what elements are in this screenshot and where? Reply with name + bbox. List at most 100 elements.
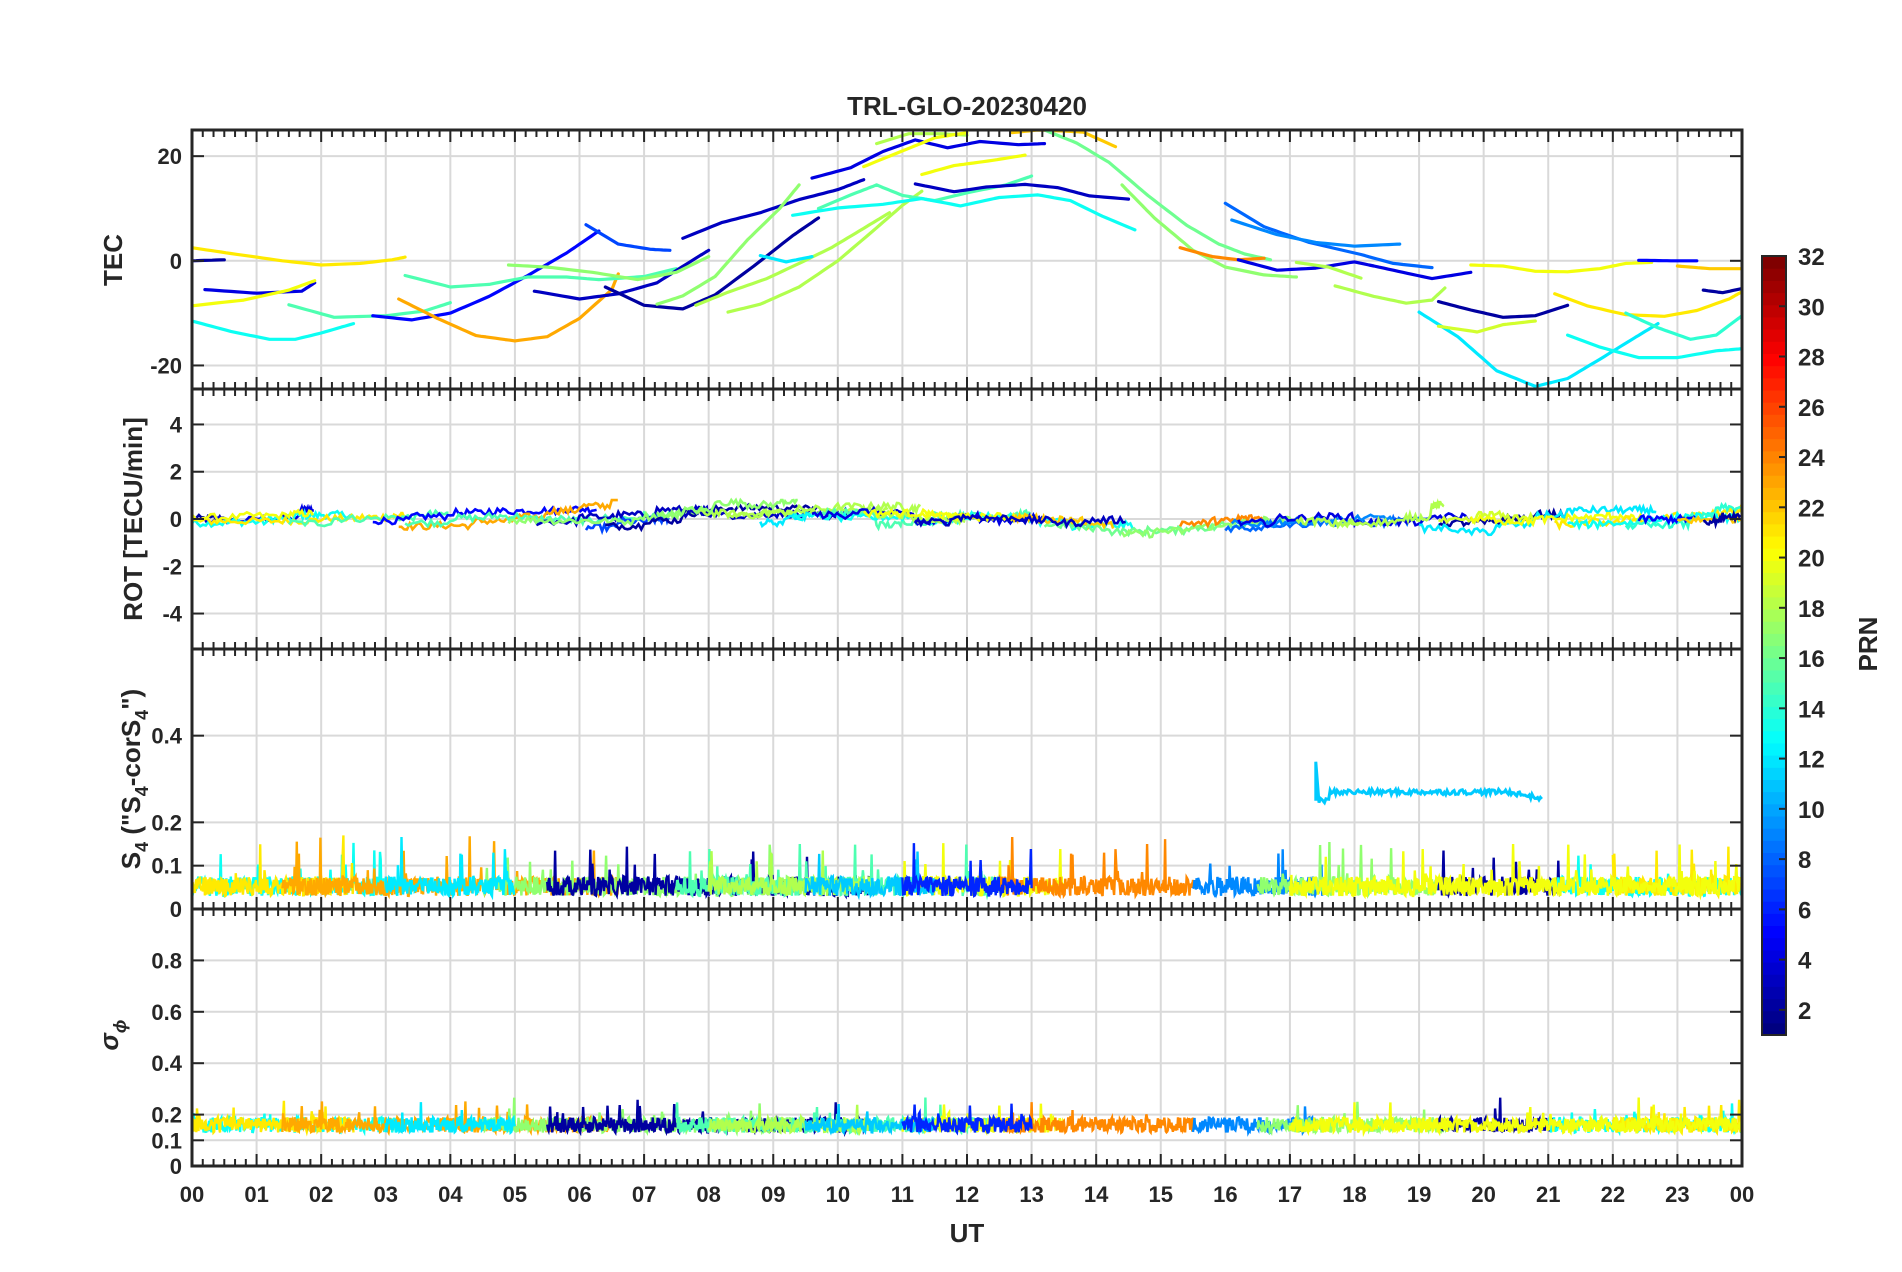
tec-series-prn-3 [913, 182, 1131, 201]
colorbar-swatch [1762, 329, 1786, 342]
s4-series-prn-12 [384, 836, 516, 901]
x-tick-label: 21 [1536, 1182, 1560, 1207]
sigma-ytick-label: 0.4 [151, 1051, 182, 1076]
colorbar-swatch [1762, 828, 1786, 841]
colorbar-swatch [1762, 572, 1786, 586]
colorbar-swatch [1762, 694, 1786, 707]
colorbar-tick-label: 24 [1798, 445, 1825, 472]
rot-series-prn-2 [1702, 509, 1742, 530]
colorbar-swatch [1762, 925, 1786, 939]
x-tick-label: 19 [1407, 1182, 1431, 1207]
colorbar-swatch [1762, 1022, 1786, 1036]
colorbar-tick-label: 28 [1798, 345, 1825, 372]
colorbar-swatch [1762, 584, 1786, 598]
colorbar-swatch [1762, 438, 1786, 452]
tec-series-prn-21 [1553, 290, 1742, 318]
x-tick-label: 05 [503, 1182, 527, 1207]
colorbar-swatch [1762, 1010, 1786, 1024]
colorbar-swatch [1762, 596, 1786, 610]
sigma-series-prn-20 [1288, 1097, 1742, 1138]
rot-ytick-label: -4 [162, 602, 182, 627]
x-axis-label: UT [950, 1218, 985, 1248]
colorbar-swatch [1762, 633, 1786, 647]
tec-ytick-label: -20 [150, 353, 182, 378]
s4-ytick-label: 0.4 [151, 724, 182, 749]
colorbar-swatch [1762, 986, 1786, 1000]
tec-ylabel: TEC [98, 234, 128, 286]
grid [192, 130, 1742, 1166]
x-tick-label: 10 [826, 1182, 850, 1207]
colorbar-tick-label: 8 [1798, 847, 1811, 874]
rot-series-prn-20 [192, 508, 315, 523]
tec-ytick-label: 0 [170, 249, 182, 274]
colorbar-swatch [1762, 487, 1786, 501]
colorbar-swatch [1762, 682, 1786, 695]
axes [190, 128, 1744, 1168]
s4-series-prn-11-elevated [1314, 761, 1543, 806]
tec-series-prn-20 [192, 279, 317, 308]
colorbar-swatch [1762, 718, 1786, 732]
rot-series-prn-20 [862, 507, 965, 524]
s4-series-prn-13 [192, 842, 400, 899]
colorbar-swatch [1762, 815, 1786, 829]
tec-series-prn-18 [1294, 260, 1363, 280]
tec-series-prn-5 [371, 229, 601, 322]
rot-ytick-label: -2 [162, 554, 182, 579]
rot-series-prn-2 [605, 502, 818, 533]
colorbar-tick-label: 18 [1798, 596, 1825, 623]
sigma-ytick-label: 0.8 [151, 948, 182, 973]
colorbar-swatch [1762, 755, 1786, 768]
sigma-series-prn-6 [901, 1103, 1033, 1136]
colorbar-swatch [1762, 974, 1786, 987]
sigma-series-prn-18 [707, 1104, 872, 1137]
s4-ylabel: S4 ("S4-corS4") [116, 689, 152, 869]
colorbar-swatch [1762, 852, 1786, 866]
tec-series-prn-20 [920, 153, 1027, 177]
rot-series-prn-18 [1334, 498, 1445, 529]
s4-ytick-label: 0.2 [151, 810, 182, 835]
tec-series-prn-18 [726, 189, 924, 314]
tec-series-prn-2 [1436, 300, 1570, 319]
tec-series-prn-17 [655, 183, 801, 306]
colorbar-swatch [1762, 998, 1786, 1012]
colorbar-swatch [1762, 523, 1786, 537]
rot-series-group [192, 497, 1742, 539]
colorbar-tick-label: 2 [1798, 998, 1811, 1025]
colorbar-swatch [1762, 901, 1786, 914]
tec-ytick-label: 20 [158, 144, 182, 169]
colorbar-swatch [1762, 389, 1786, 403]
colorbar-swatch [1762, 499, 1786, 513]
s4-ytick-label: 0.1 [151, 854, 182, 879]
colorbar-swatch [1762, 657, 1786, 671]
rot-ytick-label: 4 [170, 412, 183, 437]
colorbar-swatch [1762, 341, 1786, 354]
colorbar-swatch [1762, 779, 1786, 793]
rot-series-prn-24 [1178, 513, 1264, 529]
x-tick-label: 22 [1601, 1182, 1625, 1207]
x-tick-label: 06 [567, 1182, 591, 1207]
x-tick-label: 23 [1665, 1182, 1689, 1207]
sigma-ylabel: σϕ [94, 1020, 130, 1051]
x-tick-label: 03 [374, 1182, 398, 1207]
colorbar-swatch [1762, 560, 1786, 574]
tec-series-prn-13 [791, 193, 1137, 232]
rot-series-prn-3 [914, 513, 1126, 530]
colorbar-swatch [1762, 706, 1786, 720]
colorbar-tick-label: 16 [1798, 646, 1825, 673]
rot-series-prn-12 [759, 511, 812, 529]
tec-series-prn-15 [287, 301, 452, 319]
chart-title: TRL-GLO-20230420 [847, 91, 1087, 121]
tec-series-prn-21 [192, 246, 407, 267]
x-tick-label: 00 [1730, 1182, 1754, 1207]
colorbar-swatch [1762, 414, 1786, 428]
tec-series-prn-22 [1675, 264, 1742, 271]
colorbar-swatch [1762, 767, 1786, 780]
x-tick-label: 15 [1149, 1182, 1173, 1207]
colorbar-tick-label: 30 [1798, 294, 1825, 321]
colorbar-tick-label: 22 [1798, 495, 1825, 522]
s4-series-prn-20 [1288, 843, 1742, 901]
colorbar-tick-label: 10 [1798, 797, 1825, 824]
colorbar-swatch [1762, 864, 1786, 878]
colorbar-swatch [1762, 730, 1786, 744]
